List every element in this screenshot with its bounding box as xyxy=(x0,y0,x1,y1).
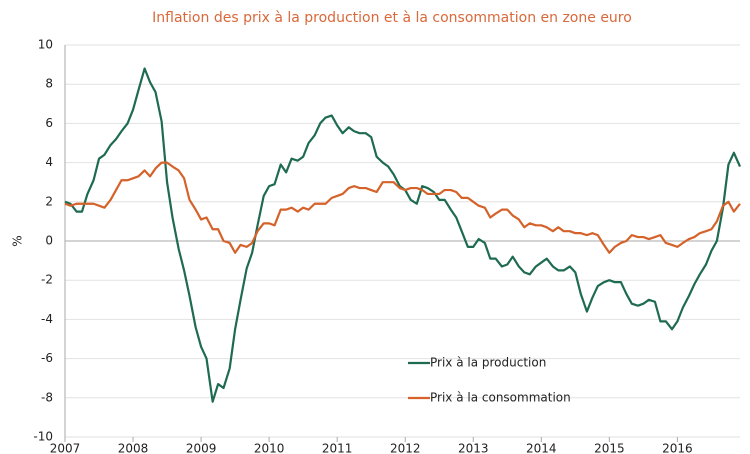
x-tick-label: 2016 xyxy=(662,442,693,454)
y-tick-label: -10 xyxy=(33,430,53,444)
x-tick-label: 2011 xyxy=(322,442,353,454)
line-series xyxy=(64,67,742,403)
y-tick-label: 4 xyxy=(45,155,53,169)
x-tick-label: 2009 xyxy=(186,442,217,454)
x-tick-label: 2008 xyxy=(118,442,149,454)
y-tick-label: 8 xyxy=(45,77,53,91)
x-tick-label: 2010 xyxy=(254,442,285,454)
x-tick-label: 2013 xyxy=(458,442,489,454)
y-tick-label: 2 xyxy=(45,194,53,208)
legend-label: Prix à la production xyxy=(430,356,546,370)
x-tick-label: 2015 xyxy=(594,442,625,454)
y-tick-label: -2 xyxy=(41,273,53,287)
y-axis-label: % xyxy=(11,235,25,246)
legend-label: Prix à la consommation xyxy=(430,391,571,405)
y-tick-label: 6 xyxy=(45,116,53,130)
line-series xyxy=(64,161,741,254)
chart-title: Inflation des prix à la production et à … xyxy=(152,10,632,26)
y-tick-label: -8 xyxy=(41,390,53,404)
x-tick-label: 2012 xyxy=(390,442,421,454)
y-tick-label: 10 xyxy=(38,38,53,52)
x-tick-label: 2007 xyxy=(50,442,81,454)
y-tick-label: -6 xyxy=(41,351,53,365)
y-tick-label: 0 xyxy=(45,234,53,248)
y-tick-label: -4 xyxy=(41,312,53,326)
x-tick-label: 2014 xyxy=(526,442,557,454)
